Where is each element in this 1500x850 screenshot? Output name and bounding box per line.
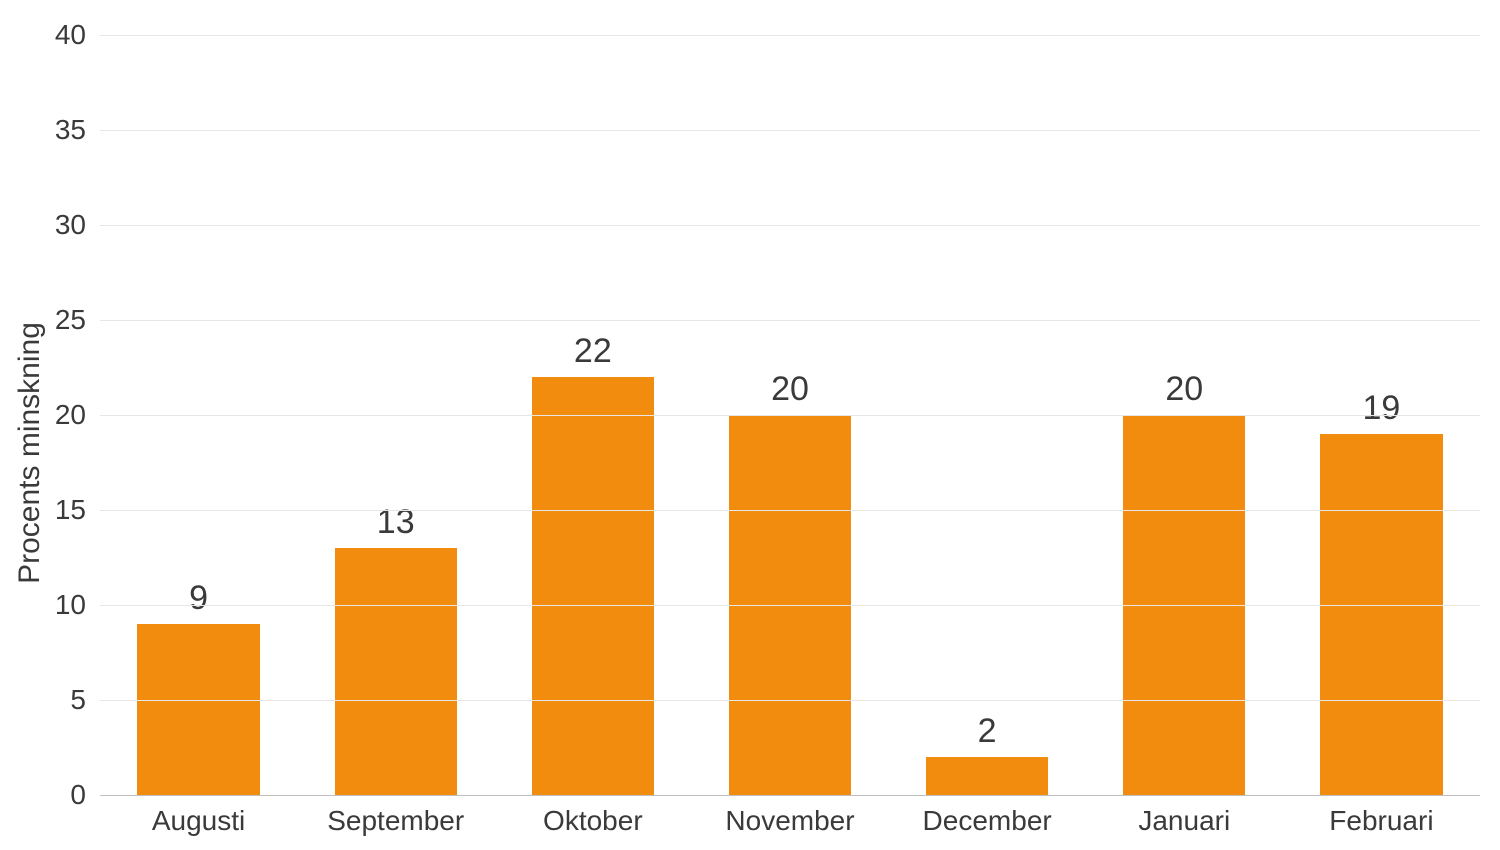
bar-value-label: 20 bbox=[1165, 370, 1203, 415]
y-tick-label: 25 bbox=[55, 304, 100, 336]
gridline bbox=[100, 700, 1480, 701]
bar: 19 bbox=[1320, 434, 1442, 795]
bar: 22 bbox=[532, 377, 654, 795]
bar-value-label: 22 bbox=[574, 332, 612, 377]
plot-area: 913222022019 0510152025303540AugustiSept… bbox=[100, 35, 1480, 795]
y-tick-label: 10 bbox=[55, 589, 100, 621]
x-tick-label: Oktober bbox=[543, 795, 643, 837]
bar-chart: Procents minskning 9 13 22 20 2 20 19 0 5 10 15 20… bbox=[0, 0, 1500, 850]
y-tick-label: 5 bbox=[70, 684, 100, 716]
gridline bbox=[100, 605, 1480, 606]
y-tick-label: 30 bbox=[55, 209, 100, 241]
gridline bbox=[100, 510, 1480, 511]
gridline bbox=[100, 415, 1480, 416]
bar-value-label: 9 bbox=[189, 579, 208, 624]
gridline bbox=[100, 225, 1480, 226]
y-tick-label: 40 bbox=[55, 19, 100, 51]
bar-value-label: 19 bbox=[1363, 389, 1401, 434]
x-tick-label: November bbox=[725, 795, 854, 837]
gridline bbox=[100, 320, 1480, 321]
bar: 2 bbox=[926, 757, 1048, 795]
bar-value-label: 20 bbox=[771, 370, 809, 415]
y-tick-label: 0 bbox=[70, 779, 100, 811]
x-tick-label: September bbox=[327, 795, 464, 837]
x-tick-label: Augusti bbox=[152, 795, 245, 837]
x-tick-label: Februari bbox=[1329, 795, 1433, 837]
gridline bbox=[100, 35, 1480, 36]
bar-value-label: 2 bbox=[978, 712, 997, 757]
bar: 13 bbox=[335, 548, 457, 795]
y-tick-label: 15 bbox=[55, 494, 100, 526]
y-tick-label: 35 bbox=[55, 114, 100, 146]
y-axis-title: Procents minskning bbox=[13, 322, 47, 584]
y-tick-label: 20 bbox=[55, 399, 100, 431]
x-tick-label: Januari bbox=[1138, 795, 1230, 837]
bar: 9 bbox=[137, 624, 259, 795]
x-tick-label: December bbox=[923, 795, 1052, 837]
gridline bbox=[100, 130, 1480, 131]
